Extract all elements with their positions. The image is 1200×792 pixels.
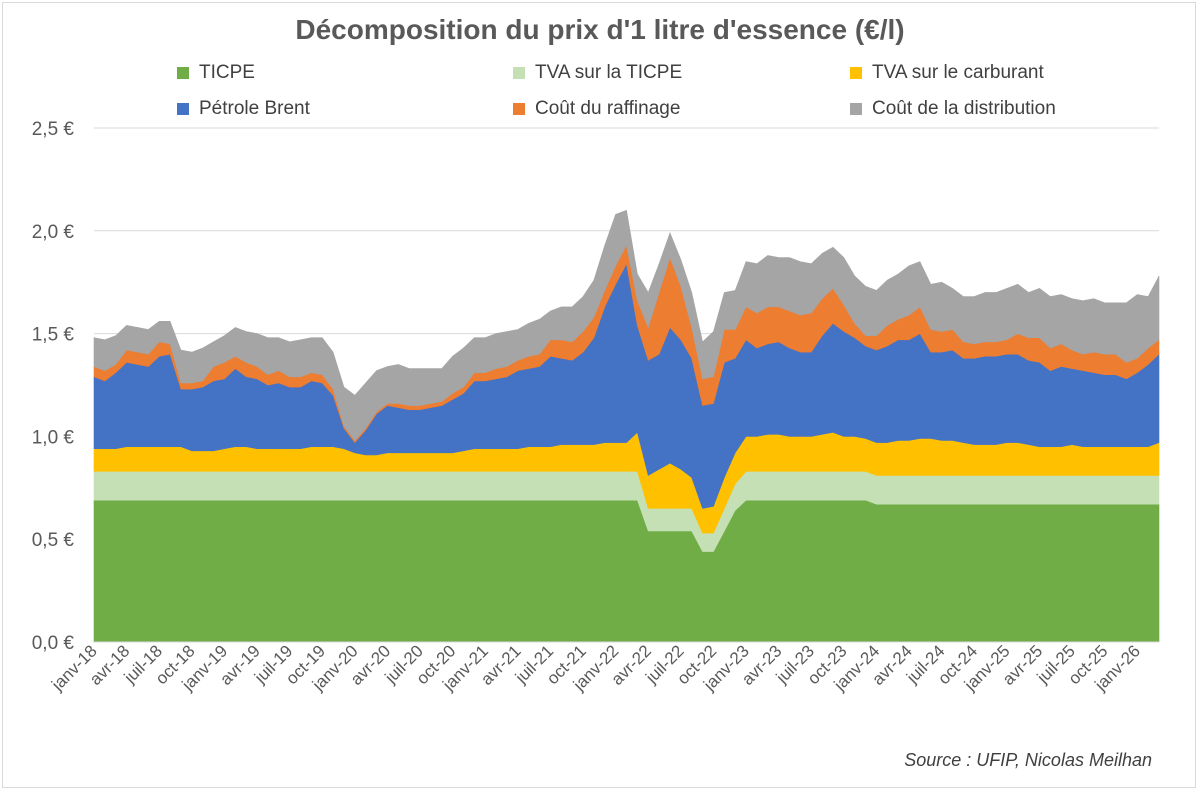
x-axis-tick-labels: janv-18avr-18juil-18oct-18janv-19avr-19j… [47, 641, 1144, 695]
legend-swatch-brent [177, 103, 189, 115]
legend-swatch-ticpe [177, 67, 189, 79]
legend-label-tva-ticpe: TVA sur la TICPE [535, 62, 683, 83]
legend-label-brent: Pétrole Brent [199, 98, 310, 119]
legend-swatch-tva-carburant [850, 67, 862, 79]
area-cout-de-la-distribution [93, 209, 1160, 441]
legend-label-raffinage: Coût du raffinage [535, 98, 681, 119]
legend-label-distribution: Coût de la distribution [872, 98, 1056, 119]
legend-item-tva-ticpe: TVA sur la TICPE [513, 62, 682, 84]
legend-swatch-tva-ticpe [513, 67, 525, 79]
y-tick-label: 1,0 € [32, 427, 75, 448]
area-series [93, 209, 1160, 643]
legend-item-raffinage: Coût du raffinage [513, 98, 680, 120]
legend-label-tva-carburant: TVA sur le carburant [872, 62, 1044, 83]
area-ticpe [93, 499, 1160, 643]
legend-label-ticpe: TICPE [199, 62, 255, 83]
legend-swatch-distribution [850, 103, 862, 115]
source-note: Source : UFIP, Nicolas Meilhan [904, 750, 1152, 770]
y-tick-label: 0,0 € [32, 633, 75, 654]
legend-item-distribution: Coût de la distribution [850, 98, 1056, 120]
y-tick-label: 2,0 € [32, 222, 75, 243]
y-tick-label: 1,5 € [32, 325, 75, 346]
legend-item-brent: Pétrole Brent [177, 98, 310, 120]
legend-swatch-raffinage [513, 103, 525, 115]
legend-item-tva-carburant: TVA sur le carburant [850, 62, 1044, 84]
legend-item-ticpe: TICPE [177, 62, 255, 84]
y-tick-label: 0,5 € [32, 530, 75, 551]
y-tick-label: 2,5 € [32, 119, 75, 140]
y-axis-tick-labels: 0,0 € 0,5 € 1,0 € 1,5 € 2,0 € 2,5 € [32, 119, 75, 654]
chart-title: Décomposition du prix d'1 litre d'essenc… [295, 14, 905, 45]
